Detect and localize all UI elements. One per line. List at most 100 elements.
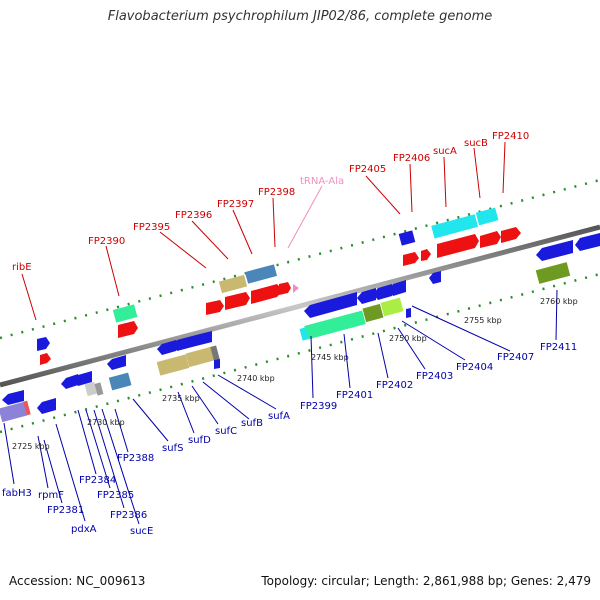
- label-ribE: ribE: [12, 262, 32, 273]
- gene-sucA-cyan: [431, 214, 479, 239]
- gene-fp2402: [362, 303, 384, 323]
- label-FP2399: FP2399: [300, 401, 337, 412]
- kbp-label: 2735 kbp: [162, 394, 200, 403]
- gene-fabH3: [0, 401, 28, 423]
- genome-summary: Topology: circular; Length: 2,861,988 bp…: [261, 574, 591, 588]
- label-sucA: sucA: [433, 146, 457, 157]
- gene-fp2403-blue: [388, 280, 406, 296]
- label-FP2404: FP2404: [456, 362, 493, 373]
- gene-fp2403: [380, 297, 404, 317]
- kbp-label: 2725 kbp: [12, 442, 50, 451]
- label-sufB: sufB: [241, 418, 263, 429]
- label-rpmF: rpmF: [38, 490, 64, 501]
- accession-text: Accession: NC_009613: [9, 574, 146, 588]
- gene-fp2405-red: [403, 252, 419, 266]
- label-FP2403: FP2403: [416, 371, 453, 382]
- forward-tick-track: [0, 178, 600, 340]
- label-sufC: sufC: [215, 426, 237, 437]
- label-FP2384: FP2384: [79, 475, 116, 486]
- gene-sufS: [156, 354, 190, 376]
- gene-sufS-blue: [157, 340, 176, 355]
- label-sucB: sucB: [464, 138, 488, 149]
- reverse-tick-track: [0, 272, 600, 434]
- gene-fp2386-grey: [84, 381, 98, 397]
- label-FP2401: FP2401: [336, 390, 373, 401]
- gene-sucB-cyan: [475, 207, 499, 226]
- label-FP2405: FP2405: [349, 164, 386, 175]
- label-FP2385: FP2385: [97, 490, 134, 501]
- label-FP2406: FP2406: [393, 153, 430, 164]
- label-sufS: sufS: [162, 443, 183, 454]
- label-sufA: sufA: [268, 411, 290, 422]
- gene-fp2411: [535, 262, 571, 284]
- gene-fp2411-blue: [536, 240, 573, 261]
- kbp-label: 2740 kbp: [237, 374, 275, 383]
- gene-fp2390-red: [118, 321, 138, 338]
- gene-fp2399-blue: [304, 292, 357, 318]
- gene-fp2402-blue: [373, 284, 392, 300]
- gene-sufD-blue: [172, 335, 196, 351]
- gene-rev-thin: [23, 400, 31, 416]
- forward-features[interactable]: [37, 207, 521, 365]
- gene-fwd-cds: [40, 353, 51, 365]
- gene-fp2411-blue-b: [575, 233, 600, 251]
- gene-fp2396: [218, 274, 248, 294]
- gene-fp2407-blue: [429, 271, 441, 284]
- label-FP2402: FP2402: [376, 380, 413, 391]
- label-sufD: sufD: [188, 435, 211, 446]
- gene-fp2388: [108, 372, 132, 391]
- gene-fp2398-red: [279, 282, 291, 295]
- label-fabH3: fabH3: [2, 488, 32, 499]
- gene-fp2390-cyan: [112, 304, 138, 323]
- gene-fp2397: [244, 264, 278, 284]
- map-title: Flavobacterium psychrophilum JIP02/86, c…: [107, 9, 493, 24]
- gene-sucB-red: [480, 231, 501, 248]
- gene-fp2399: [304, 310, 366, 340]
- kbp-label: 2745 kbp: [311, 353, 349, 362]
- reverse-leaders: [3, 289, 558, 525]
- label-FP2381: FP2381: [47, 505, 84, 516]
- kbp-label: 2750 kbp: [389, 334, 427, 343]
- gene-sucA-red: [437, 234, 479, 258]
- kbp-label: 2730 kbp: [87, 418, 125, 427]
- trna-ala-leader: [287, 185, 323, 249]
- gene-sufA: [214, 359, 220, 369]
- gene-fp2396-red: [225, 292, 250, 310]
- reverse-features[interactable]: [0, 233, 600, 423]
- label-FP2386: FP2386: [110, 510, 147, 521]
- label-FP2411: FP2411: [540, 342, 577, 353]
- gene-fp2385: [74, 371, 92, 386]
- gene-sufD: [185, 346, 215, 368]
- gene-fp2399-small: [299, 327, 309, 341]
- label-FP2390: FP2390: [88, 236, 125, 247]
- gene-trna-ala: [293, 284, 299, 293]
- label-tRNA-Ala: tRNA-Ala: [300, 176, 344, 187]
- label-FP2397: FP2397: [217, 199, 254, 210]
- label-FP2410: FP2410: [492, 131, 529, 142]
- gene-sufC-blue: [192, 331, 212, 346]
- label-FP2407: FP2407: [497, 352, 534, 363]
- gene-fp2388-blue: [107, 355, 126, 370]
- label-FP2395: FP2395: [133, 222, 170, 233]
- gene-fp2397-red: [251, 284, 283, 304]
- gene-fabH3-blue: [2, 390, 24, 405]
- gene-fp2404: [406, 308, 411, 318]
- gene-fp2406-red: [421, 249, 431, 261]
- kbp-label: 2760 kbp: [540, 297, 578, 306]
- gene-rpmF: [37, 398, 56, 414]
- forward-leaders: [21, 141, 506, 321]
- label-pdxA: pdxA: [71, 524, 97, 535]
- kbp-label: 2755 kbp: [464, 316, 502, 325]
- label-FP2398: FP2398: [258, 187, 295, 198]
- gene-fp2395-red: [206, 300, 224, 315]
- genome-backbone: [0, 224, 600, 388]
- gene-fp2405-blue: [398, 230, 416, 246]
- label-sucE: sucE: [130, 526, 153, 537]
- gene-sufB: [210, 345, 220, 361]
- gene-fp2384: [61, 374, 78, 389]
- gene-fp2410-red: [501, 227, 521, 243]
- label-FP2388: FP2388: [117, 453, 154, 464]
- label-FP2396: FP2396: [175, 210, 212, 221]
- gene-fp2401-blue: [357, 288, 376, 304]
